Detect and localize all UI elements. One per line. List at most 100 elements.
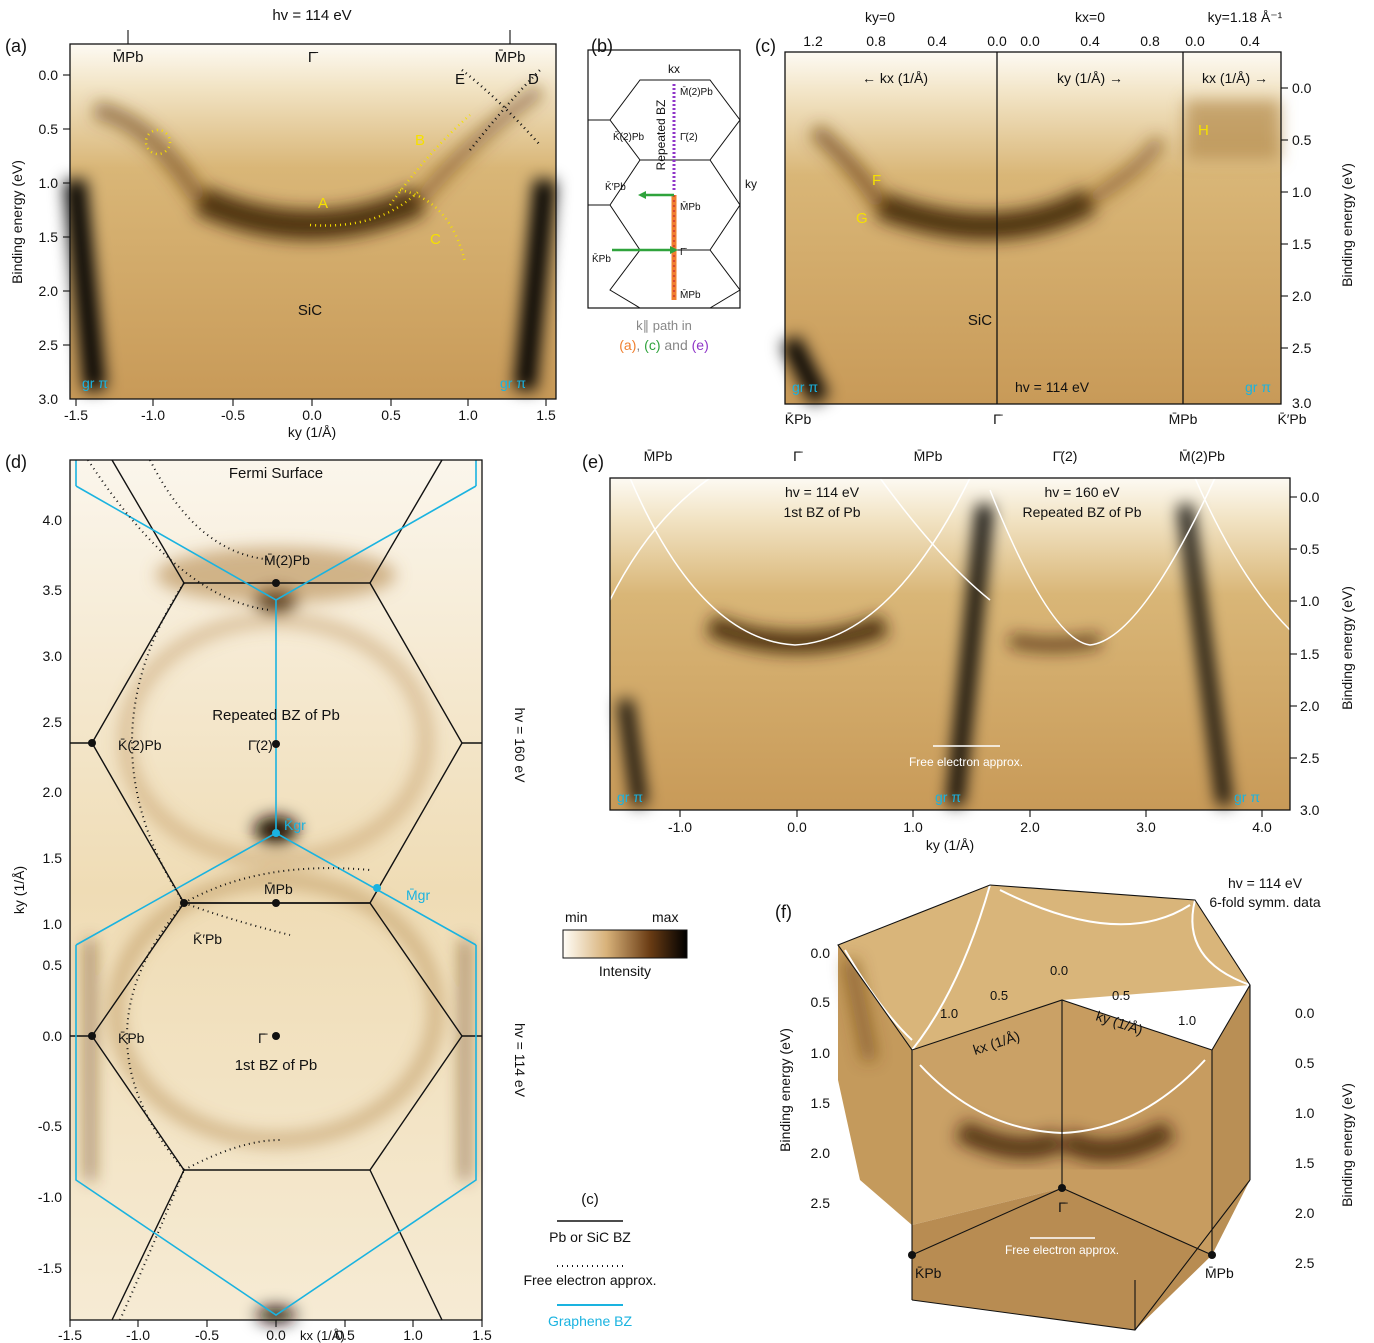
svg-text:2.0: 2.0 [1292, 288, 1312, 304]
panel-e-gr2: gr π [935, 789, 961, 805]
svg-text:-1.0: -1.0 [668, 819, 692, 835]
panel-f-gamma: Γ̄ [1058, 1199, 1068, 1215]
panel-f-free-electron: Free electron approx. [1005, 1243, 1119, 1257]
panel-e-free-electron-curves [609, 477, 1291, 646]
panel-d-first: 1st BZ of Pb [235, 1057, 318, 1074]
svg-text:2.5: 2.5 [39, 337, 59, 353]
panel-b-kprime: K̄′Pb [605, 180, 626, 193]
panel-b-legend-2: (a), (c) and (e) [619, 337, 709, 353]
svg-text:1.0: 1.0 [458, 407, 478, 423]
panel-f-kx-tick2: 0.5 [990, 988, 1008, 1003]
svg-text:0.4: 0.4 [1240, 33, 1260, 49]
panel-b-m: M̄Pb [680, 200, 701, 213]
panel-f-right-face [1212, 985, 1250, 1255]
svg-text:1.0: 1.0 [43, 916, 63, 932]
svg-text:2.0: 2.0 [1020, 819, 1040, 835]
panel-a-gr-right: gr π [500, 375, 526, 391]
panel-d-m2: M̄(2)Pb [264, 552, 310, 568]
svg-text:1.0: 1.0 [811, 1045, 831, 1061]
svg-text:2.0: 2.0 [811, 1145, 831, 1161]
svg-text:1.0: 1.0 [403, 1327, 423, 1343]
panel-f-hv: hv = 114 eV [1228, 875, 1303, 891]
panel-c-bottom-k: K̄Pb [785, 411, 812, 427]
panel-d-label: (d) [5, 452, 27, 472]
panel-f-left-yticks: 0.0 0.5 1.0 1.5 2.0 2.5 [811, 945, 831, 1211]
band-b: B [415, 132, 425, 149]
panel-f-ylabel-right: Binding energy (eV) [1339, 1083, 1355, 1207]
panel-e-left-bz: 1st BZ of Pb [783, 504, 860, 520]
panel-e-yticks: 0.0 0.5 1.0 1.5 2.0 2.5 3.0 [1300, 489, 1320, 818]
svg-text:0.0: 0.0 [39, 67, 59, 83]
svg-text:0.0: 0.0 [43, 1028, 63, 1044]
panel-f-m: M̄Pb [1205, 1265, 1234, 1281]
svg-text:0.5: 0.5 [1295, 1055, 1315, 1071]
panel-b-legend-1: k∥ path in [636, 318, 692, 333]
panel-e-free-electron: Free electron approx. [909, 755, 1023, 769]
panel-d-hv114: hv = 114 eV [512, 1023, 528, 1098]
svg-text:3.0: 3.0 [1136, 819, 1156, 835]
panel-c-dir1: ← kx (1/Å) [862, 70, 928, 86]
svg-text:2.5: 2.5 [1295, 1255, 1315, 1271]
svg-text:1.5: 1.5 [536, 407, 556, 423]
panel-f-ylabel-left: Binding energy (eV) [777, 1028, 793, 1152]
colorbar-label: Intensity [599, 963, 651, 979]
band-g: G [856, 210, 868, 227]
legend-title: (c) [581, 1191, 599, 1208]
panel-b: (b) kx ky M̄(2)Pb Γ̄(2) K̄(2)Pb K̄′Pb M̄… [587, 36, 757, 353]
svg-text:0.5: 0.5 [1300, 541, 1320, 557]
svg-text:2.5: 2.5 [1300, 750, 1320, 766]
svg-text:0.5: 0.5 [43, 957, 63, 973]
panel-e-right-bz: Repeated BZ of Pb [1022, 504, 1141, 520]
panel-d-title: Fermi Surface [229, 465, 323, 482]
svg-text:0.5: 0.5 [335, 1327, 355, 1343]
panel-b-hexagons [588, 79, 741, 309]
svg-text:2.0: 2.0 [1295, 1205, 1315, 1221]
panel-e-label: (e) [582, 452, 604, 472]
panel-a-hv: hv = 114 eV [272, 7, 351, 24]
panel-c-sic: SiC [968, 312, 992, 329]
svg-text:3.0: 3.0 [1292, 395, 1312, 411]
panel-e-gr1: gr π [617, 789, 643, 805]
panel-a-xlabel: ky (1/Å) [288, 424, 336, 440]
panel-d-k2: K̄(2)Pb [118, 737, 162, 753]
svg-text:4.0: 4.0 [43, 512, 63, 528]
panel-b-k: K̄Pb [592, 252, 611, 265]
panel-c-gr-right: gr π [1245, 379, 1271, 395]
svg-text:2.0: 2.0 [43, 784, 63, 800]
panel-c-top-ticks: 1.2 0.8 0.4 0.0 0.0 0.4 0.8 0.0 0.4 [803, 33, 1260, 49]
panel-f-kx-tick3: 0.0 [1050, 963, 1068, 978]
svg-text:1.5: 1.5 [43, 850, 63, 866]
colorbar-max: max [652, 909, 678, 925]
svg-text:0.0: 0.0 [1020, 33, 1040, 49]
svg-text:1.5: 1.5 [1295, 1155, 1315, 1171]
panel-b-repeated: Repeated BZ [654, 100, 668, 171]
svg-text:-1.5: -1.5 [64, 407, 88, 423]
panel-c-dir2: ky (1/Å) → [1057, 70, 1123, 86]
panel-c-seg2: kx=0 [1075, 9, 1105, 25]
svg-text:-1.5: -1.5 [38, 1260, 62, 1276]
svg-text:1.2: 1.2 [803, 33, 823, 49]
panel-b-k2: K̄(2)Pb [613, 130, 645, 143]
legend-graphene-bz: Graphene BZ [548, 1313, 632, 1329]
panel-b-g2: Γ̄(2) [680, 132, 698, 143]
panel-d-kprime: K̄′Pb [193, 931, 222, 947]
panel-d-xlabel: kx (1/Å) [300, 1328, 345, 1343]
svg-text:1.5: 1.5 [1300, 646, 1320, 662]
panel-c-yticks: 0.0 0.5 1.0 1.5 2.0 2.5 3.0 [1292, 80, 1312, 411]
panel-d-hv160: hv = 160 eV [512, 707, 528, 783]
panel-e-top-gamma: Γ̄ [793, 448, 803, 464]
panel-d-m: M̄Pb [264, 881, 293, 897]
panel-e-top-m2: M̄Pb [914, 448, 943, 464]
svg-text:-1.0: -1.0 [141, 407, 165, 423]
panel-e-right-hv: hv = 160 eV [1044, 484, 1120, 500]
svg-text:0.4: 0.4 [927, 33, 947, 49]
panel-f-note: 6-fold symm. data [1209, 894, 1320, 910]
band-a: A [318, 195, 328, 212]
svg-text:-1.5: -1.5 [58, 1327, 82, 1343]
panel-e-top-m1: M̄Pb [644, 448, 673, 464]
panel-d: (d) Fermi Surface M̄(2)Pb K̄(2)Pb Γ̄(2) … [5, 452, 528, 1343]
band-d: D [528, 71, 539, 88]
panel-f-k: K̄Pb [915, 1265, 942, 1281]
panel-c-seg1: ky=0 [865, 9, 895, 25]
svg-text:0.5: 0.5 [1292, 132, 1312, 148]
